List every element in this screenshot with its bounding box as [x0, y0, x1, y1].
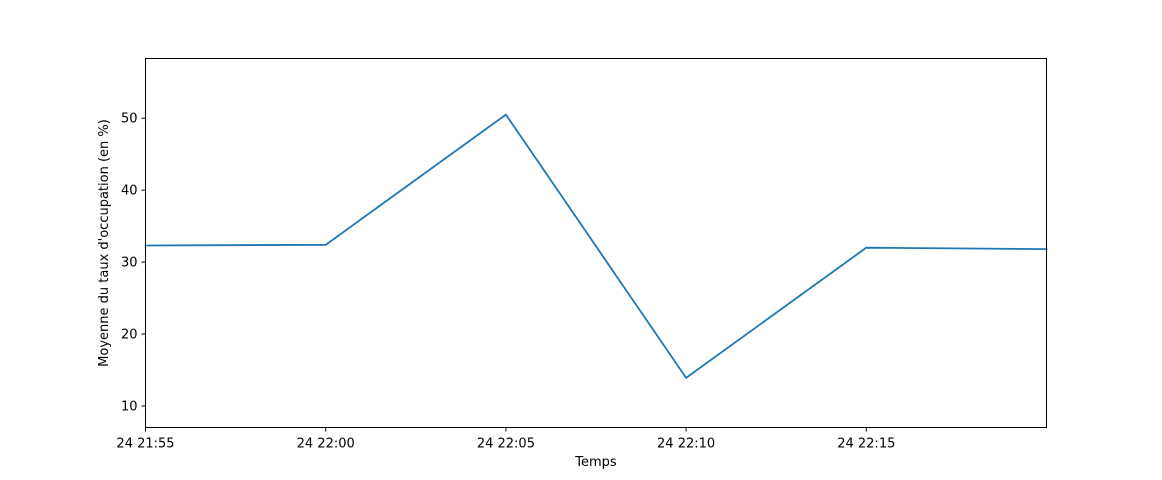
x-tick-label: 24 21:55: [116, 437, 174, 452]
y-tick-label: 20: [121, 327, 138, 342]
y-tick-label: 30: [121, 256, 138, 271]
y-tick-label: 50: [121, 112, 138, 127]
plot-area-frame: [145, 58, 1047, 428]
x-axis-ticks: 24 21:55 24 22:00 24 22:05 24 22:10 24 22:15: [116, 427, 895, 452]
y-axis-ticks: 10 20 30 40 50: [121, 112, 146, 414]
series-line: [144, 113, 1048, 380]
x-tick-label: 24 22:15: [837, 437, 895, 452]
y-tick-label: 10: [121, 399, 138, 414]
x-tick-label: 24 22:00: [297, 437, 355, 452]
x-tick-label: 24 22:10: [657, 437, 715, 452]
x-tick-label: 24 22:05: [477, 437, 535, 452]
y-tick-label: 40: [121, 184, 138, 199]
y-axis-label: Moyenne du taux d'occupation (en %): [97, 119, 112, 367]
x-axis-label: Temps: [574, 455, 617, 470]
